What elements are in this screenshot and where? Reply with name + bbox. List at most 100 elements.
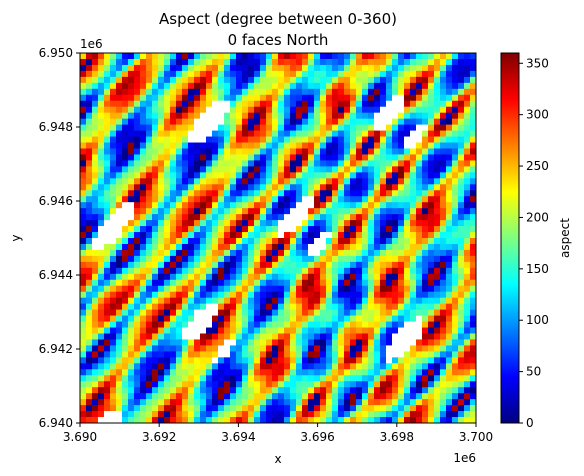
raster-cell <box>170 417 177 423</box>
raster-cell <box>446 411 453 418</box>
raster-cell <box>212 220 219 227</box>
raster-cell <box>164 76 171 84</box>
raster-cell <box>428 273 435 281</box>
raster-cell <box>272 399 279 406</box>
raster-cell <box>200 88 207 96</box>
raster-cell <box>224 178 231 185</box>
raster-cell <box>218 166 225 173</box>
raster-cell <box>236 411 243 418</box>
raster-cell <box>104 112 111 120</box>
raster-cell <box>404 393 411 400</box>
raster-cell <box>458 363 465 370</box>
raster-cell <box>302 297 309 305</box>
raster-cell <box>176 375 183 382</box>
raster-cell <box>86 291 93 299</box>
raster-cell <box>248 232 255 239</box>
raster-cell <box>440 53 447 60</box>
raster-cell <box>332 309 339 316</box>
raster-cell <box>146 160 153 167</box>
raster-cell <box>158 303 165 311</box>
raster-cell <box>272 142 279 149</box>
raster-cell <box>284 273 291 281</box>
raster-cell <box>218 190 225 197</box>
raster-cell <box>86 405 93 412</box>
raster-cell <box>320 190 327 197</box>
raster-cell <box>284 64 291 72</box>
raster-cell <box>338 279 345 287</box>
raster-cell <box>224 249 231 257</box>
raster-cell <box>308 172 315 179</box>
raster-cell <box>290 285 297 293</box>
raster-cell <box>428 208 435 215</box>
raster-cell <box>266 196 273 203</box>
raster-cell <box>470 309 476 316</box>
raster-cell <box>176 393 183 400</box>
raster-cell <box>266 411 273 418</box>
raster-cell <box>458 58 465 66</box>
raster-cell <box>422 202 429 209</box>
raster-cell <box>314 369 321 376</box>
x-axis-ticks: 3.690 3.692 3.694 3.696 3.698 3.700 <box>63 423 493 444</box>
raster-cell <box>170 184 177 191</box>
raster-cell <box>398 345 405 352</box>
raster-cell <box>464 321 471 328</box>
raster-cell <box>356 279 363 287</box>
raster-cell <box>182 273 189 281</box>
raster-cell <box>308 196 315 203</box>
raster-cell <box>410 160 417 167</box>
raster-cell <box>146 76 153 84</box>
raster-cell <box>428 196 435 203</box>
raster-cell <box>152 273 159 281</box>
raster-cell <box>458 321 465 328</box>
raster-cell <box>176 357 183 364</box>
raster-cell <box>176 53 183 60</box>
raster-cell <box>206 232 213 239</box>
raster-cell <box>236 88 243 96</box>
raster-cell <box>218 202 225 209</box>
raster-cell <box>332 357 339 364</box>
raster-cell <box>260 333 267 340</box>
raster-cell <box>422 273 429 281</box>
raster-cell <box>242 399 249 406</box>
raster-cell <box>248 255 255 263</box>
raster-cell <box>158 214 165 221</box>
raster-cell <box>128 327 135 334</box>
raster-cell <box>110 297 117 305</box>
raster-cell <box>290 273 297 281</box>
raster-cell <box>368 303 375 311</box>
raster-cell <box>344 190 351 197</box>
raster-cell <box>458 178 465 185</box>
raster-cell <box>362 226 369 233</box>
raster-cell <box>230 411 237 418</box>
raster-cell <box>176 363 183 370</box>
raster-cell <box>398 94 405 102</box>
raster-cell <box>368 339 375 346</box>
raster-cell <box>158 124 165 131</box>
raster-cell <box>170 387 177 394</box>
raster-cell <box>362 64 369 72</box>
raster-cell <box>272 411 279 418</box>
raster-cell <box>296 58 303 66</box>
raster-cell <box>182 142 189 149</box>
raster-cell <box>230 82 237 90</box>
raster-cell <box>110 255 117 263</box>
raster-cell <box>230 333 237 340</box>
raster-cell <box>260 94 267 102</box>
raster-cell <box>92 190 99 197</box>
raster-cell <box>116 405 123 412</box>
raster-cell <box>428 232 435 239</box>
raster-cell <box>266 53 273 60</box>
raster-cell <box>290 411 297 418</box>
raster-cell <box>410 142 417 149</box>
raster-cell <box>434 232 441 239</box>
raster-cell <box>260 88 267 96</box>
raster-cell <box>254 405 261 412</box>
raster-cell <box>134 279 141 287</box>
raster-cell <box>98 154 105 161</box>
raster-cell <box>122 393 129 400</box>
raster-cell <box>230 226 237 233</box>
raster-cell <box>464 351 471 358</box>
raster-cell <box>356 58 363 66</box>
raster-cell <box>410 112 417 120</box>
raster-cell <box>434 417 441 423</box>
